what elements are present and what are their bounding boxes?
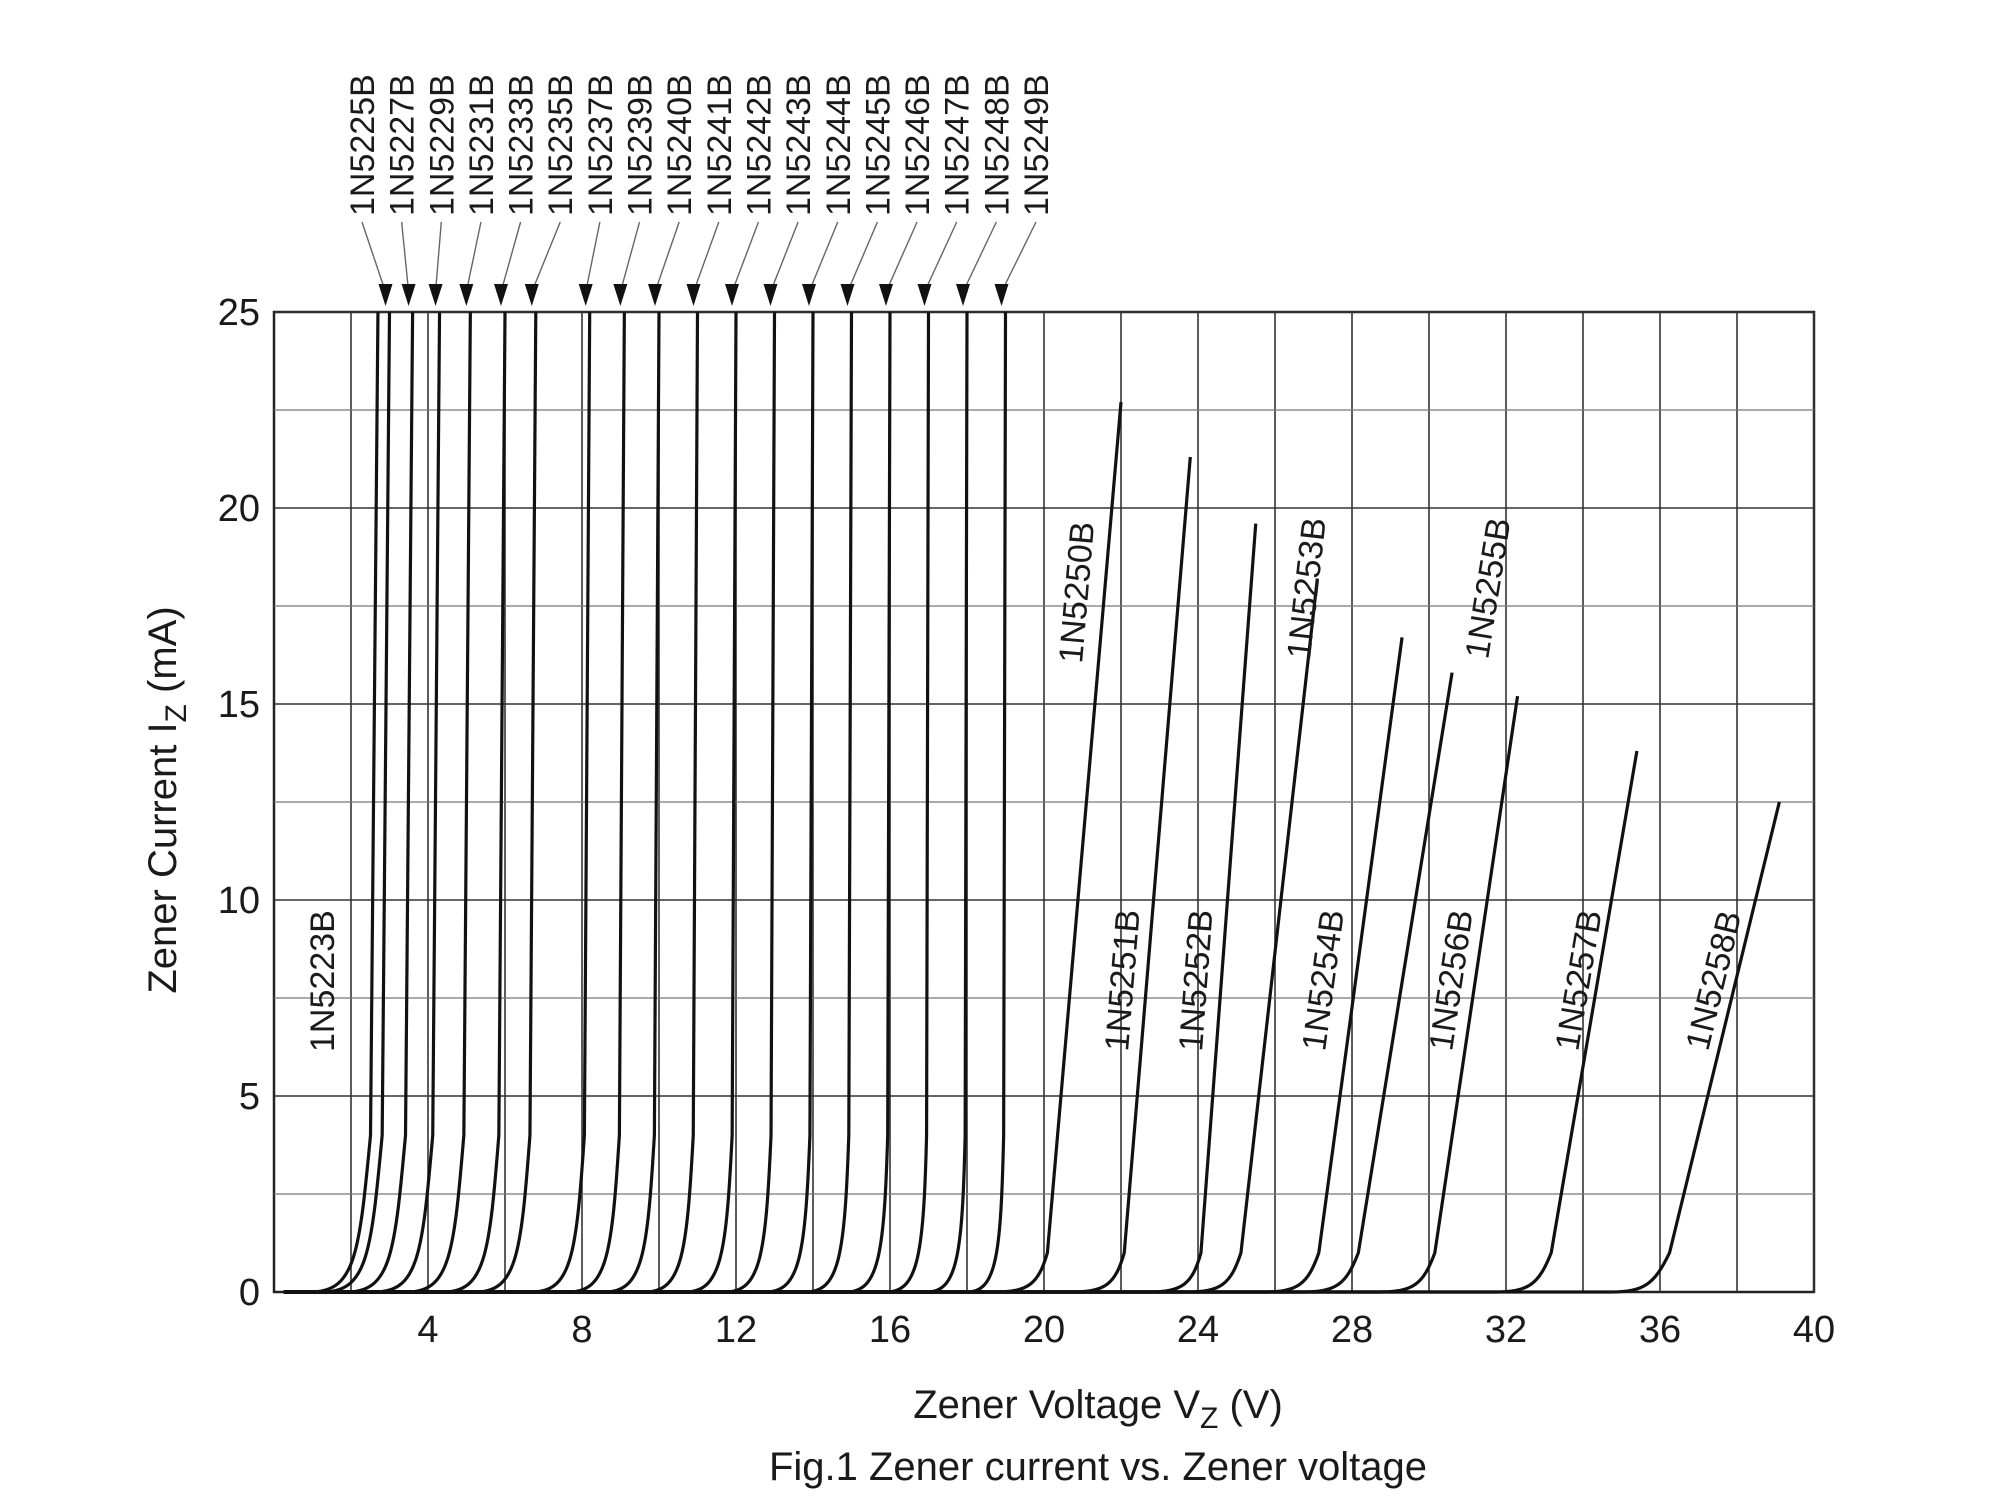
y-tick-label: 20 <box>218 488 260 530</box>
x-tick-label: 20 <box>1023 1309 1065 1351</box>
arrow-leader <box>619 221 641 293</box>
arrow-head <box>956 284 970 306</box>
curve-label: 1N5254B <box>1295 907 1352 1053</box>
tick-labels: 4 8 12 16 20 24 28 32 36 40 0 5 10 15 20 25 <box>218 292 1835 1351</box>
arrow-head <box>401 284 416 306</box>
curve-label: 1N5237B <box>582 74 620 216</box>
x-tick-label: 8 <box>571 1309 592 1351</box>
curve-label: 1N5241B <box>701 74 739 216</box>
arrow-leader <box>846 221 879 293</box>
curve-label: 1N5235B <box>542 74 580 216</box>
curve-label: 1N5256B <box>1422 907 1480 1053</box>
y-axis-title-main: Zener Current I <box>141 722 185 993</box>
y-axis-title-unit: (mA) <box>141 606 185 704</box>
arrow-head <box>686 284 701 306</box>
arrow-head <box>578 284 593 306</box>
curve-label: 1N5255B <box>1458 515 1518 661</box>
curve-label: 1N5223B <box>304 910 342 1052</box>
x-axis-title: Zener Voltage VZ (V) <box>913 1383 1283 1435</box>
arrow-head <box>459 284 474 306</box>
arrow-head <box>428 284 443 306</box>
arrow-head <box>917 284 932 306</box>
y-tick-label: 10 <box>218 880 260 922</box>
curve-1N5258B <box>283 801 1781 1294</box>
x-tick-label: 28 <box>1331 1309 1373 1351</box>
arrow-head <box>994 284 1009 306</box>
curve-1N5253B <box>283 578 1319 1294</box>
x-axis-title-subscript: Z <box>1200 1402 1218 1435</box>
x-tick-label: 36 <box>1639 1309 1681 1351</box>
curve-label: 1N5258B <box>1679 907 1749 1054</box>
x-tick-label: 16 <box>869 1309 911 1351</box>
arrow-leader <box>585 221 601 293</box>
arrow-leader <box>465 221 482 293</box>
arrow-head <box>648 284 662 306</box>
x-tick-label: 4 <box>417 1309 438 1351</box>
arrow-leader <box>885 221 918 293</box>
arrow-leader <box>923 221 958 293</box>
x-axis-title-main: Zener Voltage V <box>913 1383 1200 1427</box>
arrow-leader <box>1000 221 1037 293</box>
arrow-leader <box>808 221 839 293</box>
curve-label: 1N5240B <box>661 74 699 216</box>
arrow-leader <box>531 221 561 293</box>
arrow-leader <box>361 221 387 293</box>
arrow-leader <box>962 221 997 293</box>
y-axis-title-subscript: Z <box>160 704 193 722</box>
arrow-head <box>802 284 816 306</box>
curve-label: 1N5248B <box>978 74 1016 216</box>
arrow-head <box>763 284 778 306</box>
curve-label: 1N5243B <box>780 74 818 216</box>
y-tick-label: 5 <box>239 1076 260 1118</box>
y-tick-label: 15 <box>218 684 260 726</box>
x-tick-label: 24 <box>1177 1309 1219 1351</box>
arrow-leader <box>400 221 410 293</box>
y-tick-label: 25 <box>218 292 260 334</box>
figure-caption: Fig.1 Zener current vs. Zener voltage <box>769 1445 1427 1489</box>
curve-label: 1N5250B <box>1052 520 1102 665</box>
arrow-leader <box>500 221 522 293</box>
arrow-head <box>494 284 508 306</box>
arrow-head <box>879 284 893 306</box>
arrow-head <box>524 284 539 306</box>
curve-label: 1N5227B <box>384 74 422 216</box>
curve-label: 1N5246B <box>899 74 937 216</box>
curve-label: 1N5233B <box>503 74 541 216</box>
arrow-head <box>725 284 739 306</box>
curves <box>283 311 1781 1294</box>
x-tick-label: 12 <box>715 1309 757 1351</box>
arrow-leader <box>692 221 720 293</box>
curve-label: 1N5253B <box>1280 516 1334 661</box>
curve-label: 1N5231B <box>463 74 501 216</box>
curve-label: 1N5239B <box>622 74 660 216</box>
arrow-head <box>840 284 855 306</box>
arrow-leader <box>731 221 760 293</box>
arrow-leader <box>434 221 442 293</box>
curve-label: 1N5244B <box>820 74 858 216</box>
curve-label: 1N5245B <box>859 74 897 216</box>
x-tick-label: 40 <box>1793 1309 1835 1351</box>
curve-label: 1N5229B <box>423 74 461 216</box>
arrow-head <box>613 284 628 306</box>
label-arrows <box>361 221 1037 306</box>
curve-label: 1N5257B <box>1548 907 1609 1053</box>
curve-label: 1N5252B <box>1172 908 1221 1052</box>
curve-label: 1N5225B <box>344 74 382 216</box>
x-tick-label: 32 <box>1485 1309 1527 1351</box>
arrow-leader <box>654 221 680 293</box>
x-axis-title-unit: (V) <box>1218 1383 1282 1427</box>
arrow-head <box>378 284 393 306</box>
y-axis-title: Zener Current IZ (mA) <box>141 606 193 993</box>
curve-label: 1N5247B <box>939 74 977 216</box>
curve-label: 1N5249B <box>1018 74 1056 216</box>
y-tick-label: 0 <box>239 1272 260 1314</box>
curve-label: 1N5251B <box>1098 908 1148 1052</box>
arrow-leader <box>769 221 799 293</box>
curve-label: 1N5242B <box>740 74 778 216</box>
